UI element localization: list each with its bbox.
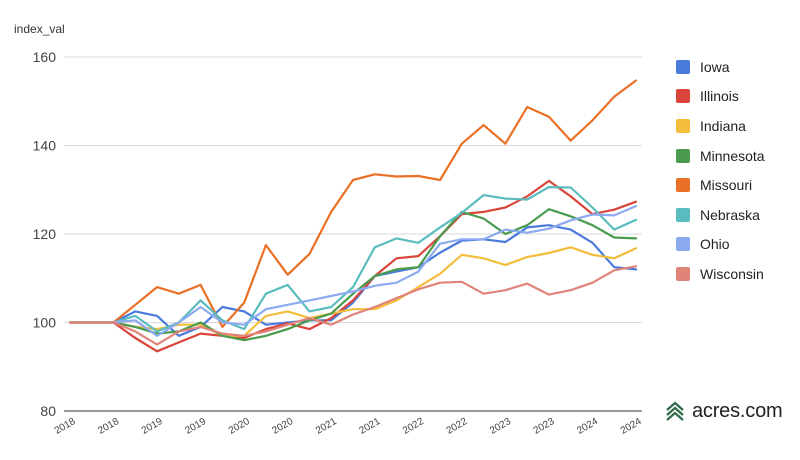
y-tick-label: 140: [33, 138, 57, 154]
legend-swatch: [676, 89, 690, 104]
x-tick-label: 2023: [488, 416, 513, 437]
legend-swatch: [676, 148, 690, 163]
legend-item-indiana: Indiana: [676, 111, 765, 141]
legend-item-iowa: Iowa: [676, 52, 765, 82]
x-tick-label: 2021: [358, 416, 383, 437]
legend-item-missouri: Missouri: [676, 170, 765, 200]
y-tick-label: 100: [33, 315, 57, 331]
x-tick-label: 2021: [314, 416, 339, 437]
x-tick-label: 2019: [140, 416, 165, 437]
y-axis-title: index_val: [14, 22, 65, 36]
legend-swatch: [676, 266, 690, 281]
x-tick-label: 2018: [53, 416, 78, 437]
legend-item-ohio: Ohio: [676, 230, 765, 260]
series-line-ohio: [68, 205, 638, 337]
legend-item-wisconsin: Wisconsin: [676, 259, 765, 289]
legend-label: Nebraska: [700, 206, 760, 223]
legend-swatch: [676, 118, 690, 133]
y-tick-label: 160: [33, 49, 57, 65]
x-tick-label: 2020: [270, 416, 295, 437]
legend: Iowa Illinois Indiana Minnesota Missouri Nebr…: [676, 52, 765, 289]
legend-swatch: [676, 237, 690, 252]
series-line-illinois: [68, 179, 638, 353]
series-lines: [68, 79, 638, 353]
legend-item-illinois: Illinois: [676, 82, 765, 112]
legend-label: Indiana: [700, 117, 746, 134]
legend-item-nebraska: Nebraska: [676, 200, 765, 230]
series-line-missouri: [68, 79, 638, 328]
acres-logo: acres.com: [664, 400, 783, 423]
legend-swatch: [676, 178, 690, 193]
x-tick-label: 2019: [183, 416, 208, 437]
legend-swatch: [676, 59, 690, 74]
legend-item-minnesota: Minnesota: [676, 141, 765, 171]
series-line-wisconsin: [68, 265, 638, 346]
gridlines: [64, 56, 642, 412]
x-tick-label: 2022: [401, 416, 426, 437]
series-line-iowa: [68, 224, 638, 337]
x-tick-label: 2020: [227, 416, 252, 437]
y-tick-label: 120: [33, 226, 57, 242]
series-line-nebraska: [68, 186, 638, 333]
legend-label: Ohio: [700, 236, 730, 253]
legend-label: Missouri: [700, 177, 753, 194]
legend-label: Minnesota: [700, 147, 765, 164]
logo-text: acres.com: [692, 400, 783, 422]
legend-label: Iowa: [700, 58, 730, 75]
legend-label: Wisconsin: [700, 265, 764, 282]
x-tick-label: 2022: [445, 416, 470, 437]
acres-logo-icon: [666, 401, 684, 421]
legend-label: Illinois: [700, 88, 739, 105]
legend-swatch: [676, 207, 690, 222]
x-tick-labels: 2018 2018 2019 2019 2020 2020 2021 2021 2022 2022…: [53, 416, 644, 437]
y-tick-labels: 80 100 120 140 160: [33, 49, 57, 419]
y-tick-label: 80: [40, 403, 56, 419]
x-tick-label: 2024: [575, 416, 600, 437]
x-tick-label: 2023: [532, 416, 557, 437]
x-tick-label: 2024: [619, 416, 644, 437]
x-tick-label: 2018: [96, 416, 121, 437]
series-line-minnesota: [68, 208, 638, 342]
